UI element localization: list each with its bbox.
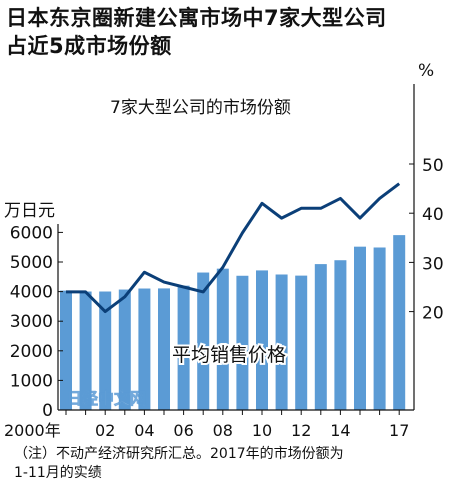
right-tick-label-30: 30 bbox=[422, 254, 444, 274]
bar-2012 bbox=[295, 275, 308, 410]
watermark-text: 日经中文网 bbox=[66, 389, 146, 408]
title-line-2: 占近5成市场份额 bbox=[6, 34, 172, 58]
chart-title: 日本东京圈新建公寓市场中7家大型公司 占近5成市场份额 bbox=[6, 4, 446, 60]
x-tick-label-2014: 14 bbox=[330, 421, 350, 440]
bar-2011 bbox=[275, 274, 288, 410]
left-tick-label-3000: 3000 bbox=[10, 312, 53, 332]
bar-2002 bbox=[99, 291, 112, 410]
x-tick-label-2010: 10 bbox=[252, 421, 272, 440]
x-tick-label-2000: 2000年 bbox=[4, 421, 61, 440]
bar-2016 bbox=[373, 247, 386, 410]
x-tick-label-2008: 08 bbox=[213, 421, 233, 440]
chart-note: （注）不动产经济研究所汇总。2017年的市场份额为 1-11月的实绩 bbox=[14, 445, 444, 483]
bar-2007 bbox=[197, 272, 210, 410]
title-line-1: 日本东京圈新建公寓市场中7家大型公司 bbox=[6, 6, 387, 30]
bar-2005 bbox=[158, 288, 170, 410]
x-tick-label-2002: 02 bbox=[95, 421, 115, 440]
note-line-2: 1-11月的实绩 bbox=[14, 465, 102, 481]
right-axis-unit: % bbox=[418, 61, 434, 81]
bar-2006 bbox=[177, 285, 190, 410]
left-tick-label-1000: 1000 bbox=[10, 371, 53, 391]
left-tick-label-5000: 5000 bbox=[10, 253, 53, 273]
left-tick-label-4000: 4000 bbox=[10, 283, 53, 303]
left-tick-label-2000: 2000 bbox=[10, 342, 53, 362]
left-axis-unit: 万日元 bbox=[4, 201, 55, 221]
x-tick-label-2012: 12 bbox=[291, 421, 311, 440]
bar-2014 bbox=[334, 260, 347, 410]
right-tick-label-40: 40 bbox=[422, 205, 444, 225]
left-tick-label-6000: 6000 bbox=[10, 223, 53, 243]
x-tick-label-2006: 06 bbox=[173, 421, 193, 440]
share-series-label: 7家大型公司的市场份额 bbox=[110, 98, 291, 118]
right-tick-label-20: 20 bbox=[422, 304, 444, 324]
bar-2004 bbox=[138, 288, 151, 410]
x-tick-label-2017: 17 bbox=[389, 421, 409, 440]
bar-2010 bbox=[256, 270, 268, 410]
bar-2017 bbox=[393, 235, 406, 410]
bar-2001 bbox=[79, 291, 92, 410]
bar-2013 bbox=[314, 264, 327, 410]
left-tick-label-0: 0 bbox=[42, 401, 53, 421]
bar-2008 bbox=[216, 268, 229, 410]
bar-2015 bbox=[354, 246, 366, 410]
price-series-label: 平均销售价格 bbox=[172, 344, 286, 366]
bar-2009 bbox=[236, 275, 249, 410]
bar-2003 bbox=[118, 289, 131, 410]
share-line bbox=[66, 182, 401, 314]
note-line-1: （注）不动产经济研究所汇总。2017年的市场份额为 bbox=[14, 446, 344, 462]
x-tick-label-2004: 04 bbox=[134, 421, 154, 440]
right-tick-label-50: 50 bbox=[422, 156, 444, 176]
